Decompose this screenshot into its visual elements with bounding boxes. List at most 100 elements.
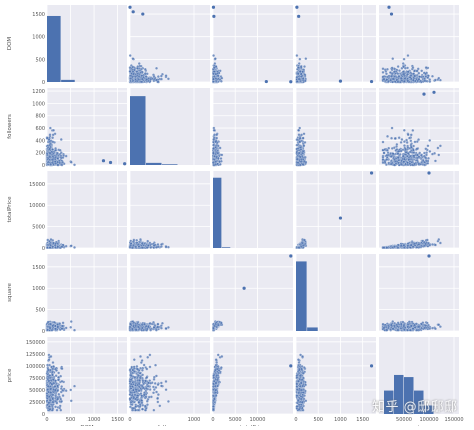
scatter-point: [429, 150, 432, 153]
scatter-point: [155, 67, 158, 70]
scatter-point: [167, 246, 170, 249]
scatter-point: [423, 164, 426, 167]
scatter-point: [385, 72, 388, 75]
scatter-point: [167, 77, 170, 80]
scatter-point: [414, 141, 417, 144]
scatter-point: [298, 133, 301, 136]
panel-followers-vs-DOM: [46, 88, 127, 166]
scatter-point: [165, 74, 168, 77]
scatter-point: [220, 160, 223, 163]
scatter-point: [52, 129, 55, 132]
panel-followers-vs-price: [379, 88, 459, 166]
scatter-point: [396, 143, 399, 146]
scatter-point: [219, 147, 222, 150]
scatter-point: [52, 141, 55, 144]
scatter-point: [160, 75, 163, 78]
scatter-point: [390, 163, 393, 166]
scatter-point: [413, 75, 416, 78]
panel-DOM-vs-followers: [128, 5, 210, 83]
scatter-point: [129, 77, 132, 80]
scatter-point: [403, 158, 406, 161]
scatter-point: [134, 75, 137, 78]
scatter-point: [61, 245, 64, 248]
scatter-point-outlier: [123, 162, 126, 165]
scatter-point: [423, 79, 426, 82]
scatter-point: [137, 78, 140, 81]
panel-DOM-vs-totalPrice: [212, 5, 293, 83]
scatter-point: [393, 75, 396, 78]
panel-background: [379, 171, 459, 248]
panel-background: [296, 171, 376, 248]
panel-background: [213, 88, 293, 165]
scatter-point: [298, 152, 301, 155]
scatter-point: [398, 69, 401, 72]
scatter-point: [418, 152, 421, 155]
scatter-point: [391, 147, 394, 150]
scatter-point: [431, 75, 434, 78]
scatter-point: [217, 74, 220, 77]
scatter-point: [398, 136, 401, 139]
scatter-point: [385, 158, 388, 161]
scatter-point: [394, 137, 397, 140]
scatter-point: [136, 70, 139, 73]
scatter-point: [407, 146, 410, 149]
scatter-point-outlier: [295, 6, 298, 9]
scatter-point: [410, 139, 413, 142]
scatter-point: [413, 163, 416, 166]
scatter-point: [408, 137, 411, 140]
scatter-point: [62, 156, 65, 159]
scatter-point: [296, 144, 299, 147]
scatter-point: [299, 58, 302, 61]
scatter-point: [439, 145, 442, 148]
scatter-point-outlier: [289, 80, 292, 83]
scatter-point: [433, 152, 436, 155]
scatter-point: [46, 239, 49, 242]
scatter-point: [390, 155, 393, 158]
scatter-point: [65, 155, 68, 158]
scatter-point: [221, 77, 224, 80]
scatter-point: [146, 246, 149, 249]
scatter-point: [165, 246, 168, 249]
scatter-point: [212, 138, 215, 141]
scatter-point: [56, 161, 59, 164]
scatter-point-outlier: [141, 12, 144, 15]
scatter-point: [220, 157, 223, 160]
scatter-point: [397, 72, 400, 75]
scatter-point: [417, 163, 420, 166]
scatter-point-outlier: [339, 79, 342, 82]
scatter-point: [157, 75, 160, 78]
scatter-point: [299, 155, 302, 158]
scatter-point: [304, 141, 307, 144]
scatter-point: [212, 152, 215, 155]
scatter-point: [296, 54, 299, 57]
scatter-point: [70, 161, 73, 164]
panel-DOM-vs-DOM: [47, 5, 127, 82]
scatter-point: [155, 79, 158, 82]
scatter-point: [390, 137, 393, 140]
scatter-point: [129, 70, 132, 73]
scatter-point: [296, 158, 299, 161]
scatter-point: [141, 78, 144, 81]
scatter-point: [132, 66, 135, 69]
scatter-point: [141, 242, 144, 245]
scatter-point: [57, 246, 60, 249]
scatter-point: [297, 147, 300, 150]
scatter-point: [297, 66, 300, 69]
scatter-point: [391, 127, 394, 130]
scatter-point: [392, 152, 395, 155]
scatter-point: [425, 66, 428, 69]
scatter-point: [385, 79, 388, 82]
scatter-point: [417, 138, 420, 141]
scatter-point: [137, 243, 140, 246]
scatter-point: [300, 148, 303, 151]
scatter-point: [393, 164, 396, 167]
scatter-point: [396, 148, 399, 151]
scatter-point-outlier: [102, 159, 105, 162]
scatter-point: [302, 163, 305, 166]
scatter-point: [301, 152, 304, 155]
scatter-point: [300, 66, 303, 69]
scatter-point: [382, 71, 385, 74]
scatter-point: [300, 158, 303, 161]
panel-DOM-vs-price: [379, 5, 459, 83]
panel-background: [213, 5, 293, 82]
